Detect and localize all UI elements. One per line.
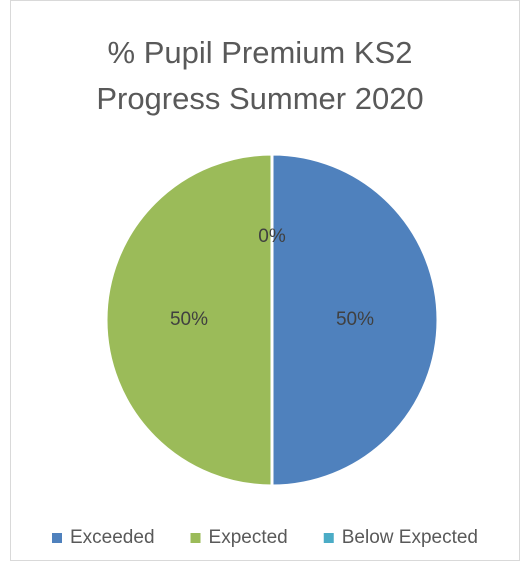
data-label: 50% [336,309,374,330]
data-label: 0% [258,226,286,247]
legend-label: Exceeded [70,527,155,548]
legend-label: Expected [209,527,288,548]
legend-swatch [323,533,334,543]
legend-swatch [190,533,201,543]
legend-label: Below Expected [342,527,478,548]
data-label: 50% [170,309,208,330]
pie-slice [270,152,440,488]
legend-swatch [52,533,62,543]
chart-title: % Pupil Premium KS2 Progress Summer 2020 [96,35,424,116]
pie-slice [104,152,274,488]
